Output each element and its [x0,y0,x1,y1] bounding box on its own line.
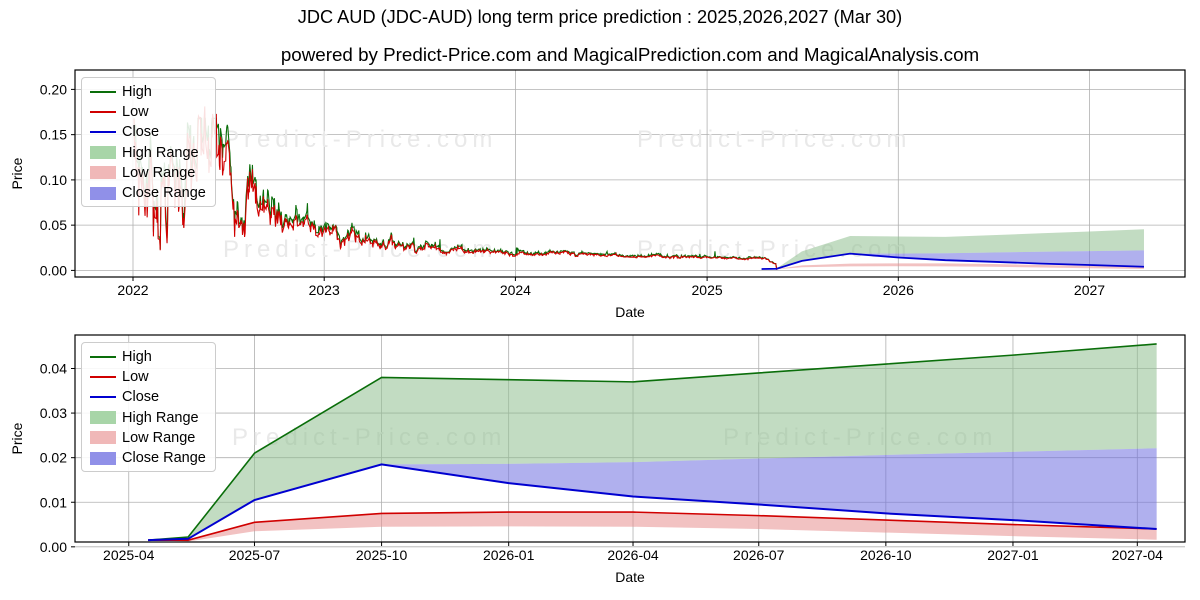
svg-text:0.01: 0.01 [40,494,67,510]
svg-text:Predict-Price.com: Predict-Price.com [637,126,911,153]
svg-text:2026-07: 2026-07 [733,547,785,563]
svg-text:2026: 2026 [883,282,914,298]
svg-text:0.05: 0.05 [40,217,67,233]
svg-text:2023: 2023 [309,282,340,298]
svg-text:Date: Date [615,304,645,320]
svg-text:2026-04: 2026-04 [607,547,659,563]
svg-text:0.03: 0.03 [40,405,67,421]
svg-text:0.10: 0.10 [40,172,67,188]
svg-text:2027: 2027 [1074,282,1105,298]
svg-text:Predict-Price.com: Predict-Price.com [223,126,497,153]
svg-text:0.00: 0.00 [40,262,67,278]
svg-text:2025-04: 2025-04 [103,547,155,563]
svg-text:0.04: 0.04 [40,361,67,377]
svg-text:2027-01: 2027-01 [987,547,1039,563]
svg-text:Date: Date [615,569,645,585]
svg-text:2022: 2022 [117,282,148,298]
svg-text:0.02: 0.02 [40,450,67,466]
svg-text:2025: 2025 [692,282,723,298]
svg-text:Price: Price [9,157,25,189]
svg-text:2025-07: 2025-07 [229,547,281,563]
svg-text:2026-10: 2026-10 [860,547,912,563]
svg-text:0.20: 0.20 [40,81,67,97]
svg-text:Price: Price [9,422,25,454]
svg-text:2024: 2024 [500,282,531,298]
svg-text:2027-04: 2027-04 [1112,547,1164,563]
svg-text:0.15: 0.15 [40,127,67,143]
svg-text:0.00: 0.00 [40,539,67,555]
svg-text:2026-01: 2026-01 [483,547,535,563]
svg-text:2025-10: 2025-10 [356,547,408,563]
